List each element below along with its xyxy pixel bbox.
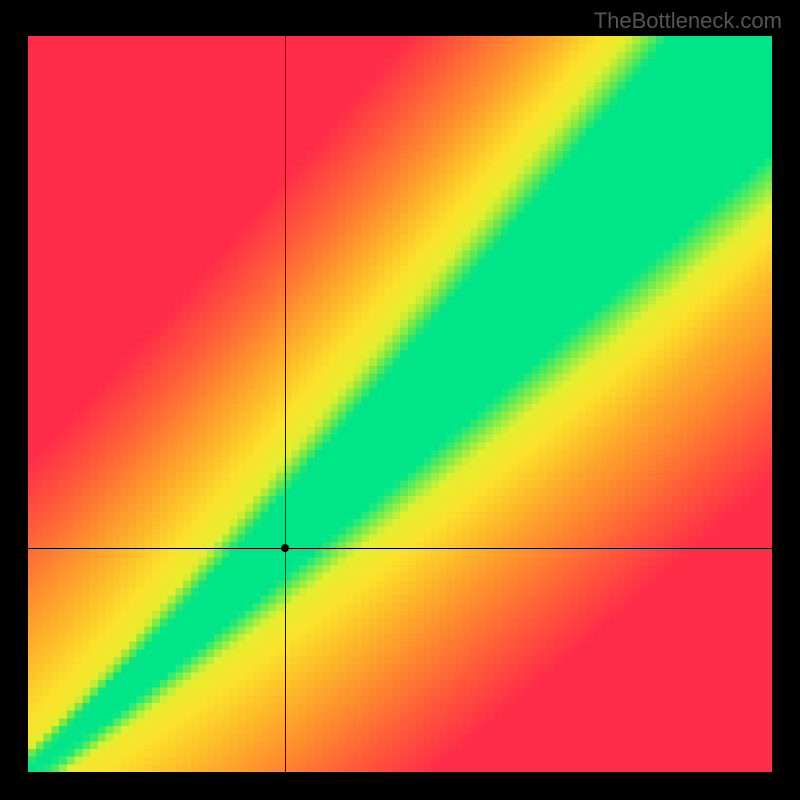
- watermark-text: TheBottleneck.com: [594, 8, 782, 34]
- crosshair-horizontal: [28, 548, 772, 549]
- crosshair-marker: [281, 544, 289, 552]
- heatmap-canvas: [28, 36, 772, 772]
- crosshair-vertical: [285, 36, 286, 772]
- heatmap-plot: [28, 36, 772, 772]
